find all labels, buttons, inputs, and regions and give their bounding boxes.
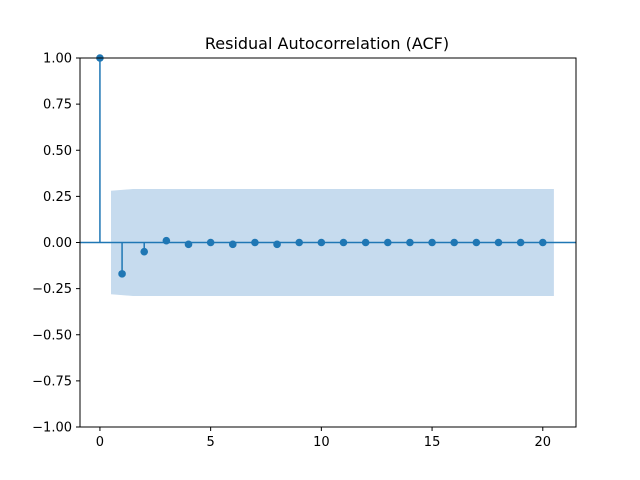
acf-point-lag-8 xyxy=(273,240,281,249)
y-tick-label: 0.50 xyxy=(43,144,72,159)
acf-point-lag-20 xyxy=(538,238,547,247)
y-tick-label: 0.00 xyxy=(43,236,72,251)
acf-point-lag-18 xyxy=(494,238,503,247)
acf-point-lag-10 xyxy=(317,238,326,247)
acf-point-lag-16 xyxy=(450,238,459,247)
acf-point-lag-6 xyxy=(228,240,237,249)
plot-area: 0 5 10 15 20 1.00 0.75 0.50 0.25 0.00 −0.25 −0.50 −0… xyxy=(32,52,577,450)
y-tick-label: 1.00 xyxy=(43,52,72,67)
y-tick-label: −0.50 xyxy=(32,328,72,343)
acf-point-lag-13 xyxy=(383,238,392,247)
acf-point-lag-2 xyxy=(140,247,149,256)
acf-point-lag-4 xyxy=(184,240,193,249)
acf-point-lag-14 xyxy=(406,238,414,247)
acf-point-lag-19 xyxy=(516,238,525,247)
acf-point-lag-9 xyxy=(295,238,304,247)
x-tick-label: 15 xyxy=(424,435,441,450)
x-tick-label: 5 xyxy=(207,435,215,450)
acf-point-lag-15 xyxy=(428,238,436,247)
acf-point-lag-11 xyxy=(339,238,348,247)
chart-title: Residual Autocorrelation (ACF) xyxy=(205,34,449,53)
acf-point-lag-1 xyxy=(118,270,126,278)
y-tick-label: −0.75 xyxy=(32,374,72,389)
y-tick-label: −0.25 xyxy=(32,282,72,297)
acf-point-lag-17 xyxy=(472,238,481,247)
x-tick-label: 20 xyxy=(535,435,552,450)
acf-point-lag-5 xyxy=(206,238,215,247)
y-tick-label: 0.25 xyxy=(43,190,72,205)
y-tick-label: 0.75 xyxy=(43,98,72,113)
y-tick-label: −1.00 xyxy=(32,421,72,436)
x-tick-label: 0 xyxy=(96,435,104,450)
x-tick-label: 10 xyxy=(313,435,330,450)
acf-point-lag-12 xyxy=(361,238,370,247)
acf-point-lag-3 xyxy=(162,236,171,245)
acf-point-lag-7 xyxy=(251,238,259,247)
